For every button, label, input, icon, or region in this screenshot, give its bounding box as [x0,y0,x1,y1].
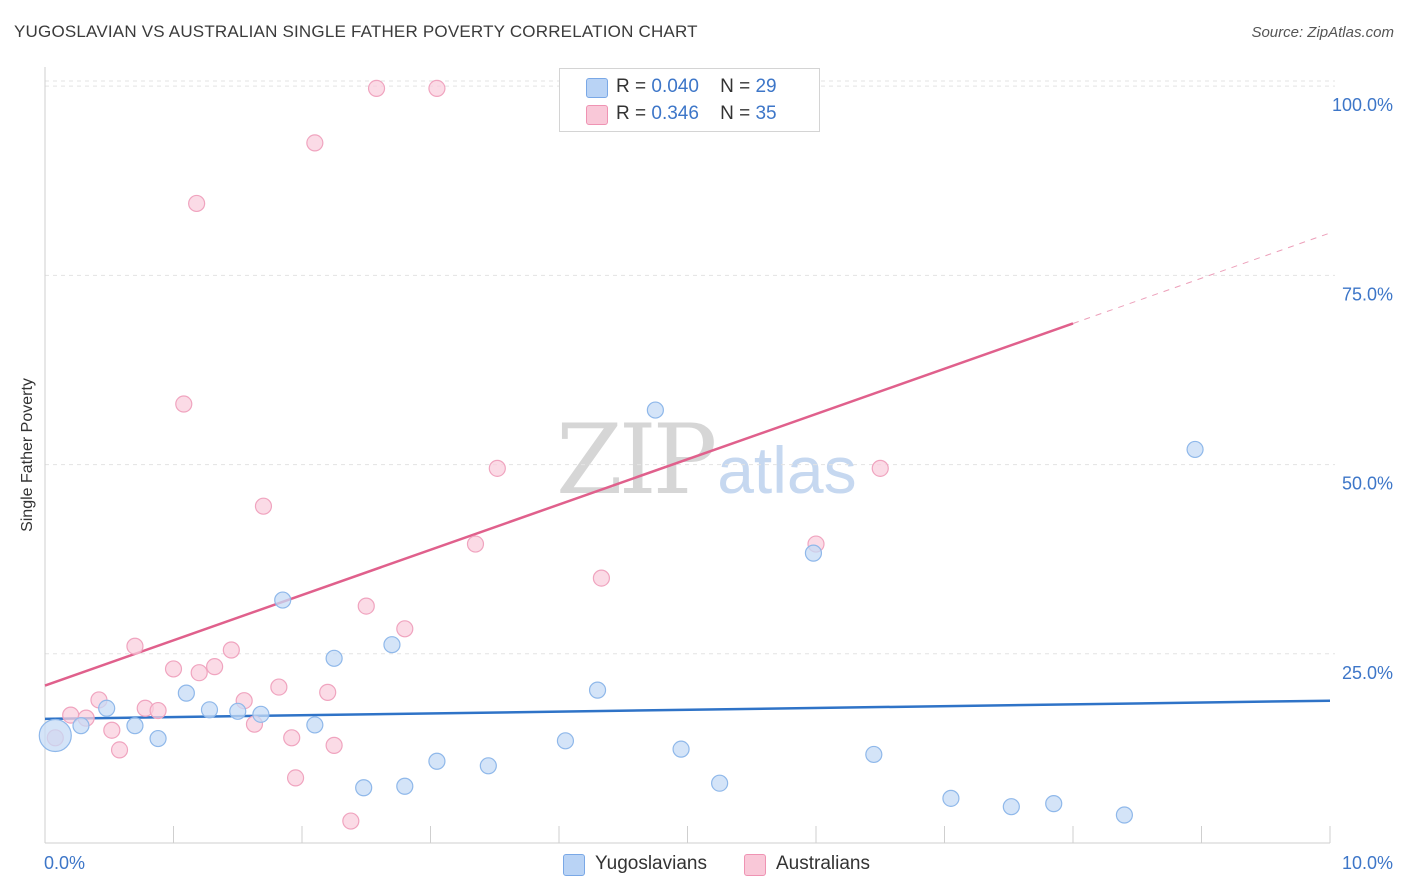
data-point-australians [283,729,301,747]
data-point-australians [871,459,889,477]
legend-n-label: N = [720,76,751,97]
bottom-legend-swatch-yugoslavians [563,854,585,876]
data-point-yugoslavians [479,757,497,775]
data-point-yugoslavians [556,732,575,750]
data-point-yugoslavians [383,636,401,654]
chart-title: YUGOSLAVIAN VS AUSTRALIAN SINGLE FATHER … [14,22,698,41]
data-point-yugoslavians [325,649,343,667]
data-point-australians [325,736,343,754]
data-point-yugoslavians [177,684,195,702]
data-point-yugoslavians [355,779,373,797]
data-point-australians [396,620,414,638]
data-point-australians [188,194,206,213]
data-point-australians [254,497,273,515]
legend-n-value: 29 [755,76,777,97]
bottom-legend-label-australians: Australians [776,853,870,874]
data-point-yugoslavians [200,701,219,719]
data-point-yugoslavians [942,789,960,807]
data-point-australians [466,535,485,553]
source-label: Source: ZipAtlas.com [1251,24,1394,41]
data-point-australians [367,79,386,98]
data-point-australians [306,134,324,152]
data-point-australians [222,641,240,659]
data-point-yugoslavians [72,717,90,735]
data-point-yugoslavians [229,702,247,720]
y-tick-label: 100.0% [1332,95,1393,115]
trend-line-australians [44,322,1074,687]
data-point-yugoslavians [672,740,690,758]
bottom-legend-swatch-australians [744,854,766,876]
data-point-yugoslavians [804,544,823,562]
data-point-australians [270,678,288,696]
data-points [38,79,1204,830]
data-point-australians [357,597,375,615]
data-point-australians [149,701,167,720]
legend-swatch-australians [586,105,608,125]
x-tick-label-end: 10.0% [1342,853,1393,873]
y-tick-label: 75.0% [1342,284,1393,304]
data-point-australians [342,812,360,830]
data-point-australians [190,664,208,682]
data-point-yugoslavians [588,681,607,699]
y-tick-label: 25.0% [1342,663,1393,683]
data-point-yugoslavians [1186,440,1204,459]
data-point-yugoslavians [126,717,144,735]
data-point-yugoslavians [711,774,729,792]
data-point-australians [126,637,144,655]
data-point-australians [164,660,183,678]
data-point-australians [206,658,224,676]
data-point-yugoslavians [1115,806,1134,824]
legend-swatch-yugoslavians [586,78,608,98]
watermark-atlas: atlas [717,433,857,507]
data-point-yugoslavians [1045,795,1063,813]
x-tick-label-start: 0.0% [44,853,85,873]
data-point-yugoslavians [646,401,664,419]
grid-lines [45,80,1335,655]
data-point-yugoslavians [306,716,324,734]
data-point-australians [103,721,121,739]
data-point-yugoslavians [428,752,446,770]
data-point-australians [428,79,446,98]
y-tick-label: 50.0% [1342,474,1393,494]
data-point-yugoslavians [865,745,883,764]
legend-r-label: R = [616,76,647,97]
legend-r-value: 0.346 [651,103,699,124]
data-point-yugoslavians [396,777,414,795]
data-point-australians [175,395,193,413]
legend-n-value: 35 [755,103,777,124]
data-point-australians [110,741,129,759]
bottom-legend-label-yugoslavians: Yugoslavians [595,853,707,874]
data-point-yugoslavians [252,705,270,723]
data-point-yugoslavians [38,718,72,753]
axes [44,67,1331,844]
data-point-australians [488,459,506,477]
data-point-australians [592,569,611,587]
data-point-yugoslavians [149,729,167,748]
data-point-australians [286,769,305,787]
legend-row-australians: R = 0.346 N = 35 [560,100,819,128]
legend-r-value: 0.040 [651,76,699,97]
trend-line-extension-australians [1072,232,1331,324]
data-point-yugoslavians [1002,798,1020,816]
tick-labels: 25.0% 50.0% 75.0% 100.0% 0.0% 10.0% [44,95,1393,873]
data-point-yugoslavians [274,591,292,609]
legend-n-label: N = [720,103,751,124]
legend-row-yugoslavians: R = 0.040 N = 29 [560,73,819,101]
correlation-legend: R = 0.040 N = 29 R = 0.346 N = 35 [559,68,820,132]
data-point-australians [319,683,337,701]
legend-r-label: R = [616,103,647,124]
data-point-yugoslavians [98,699,116,717]
